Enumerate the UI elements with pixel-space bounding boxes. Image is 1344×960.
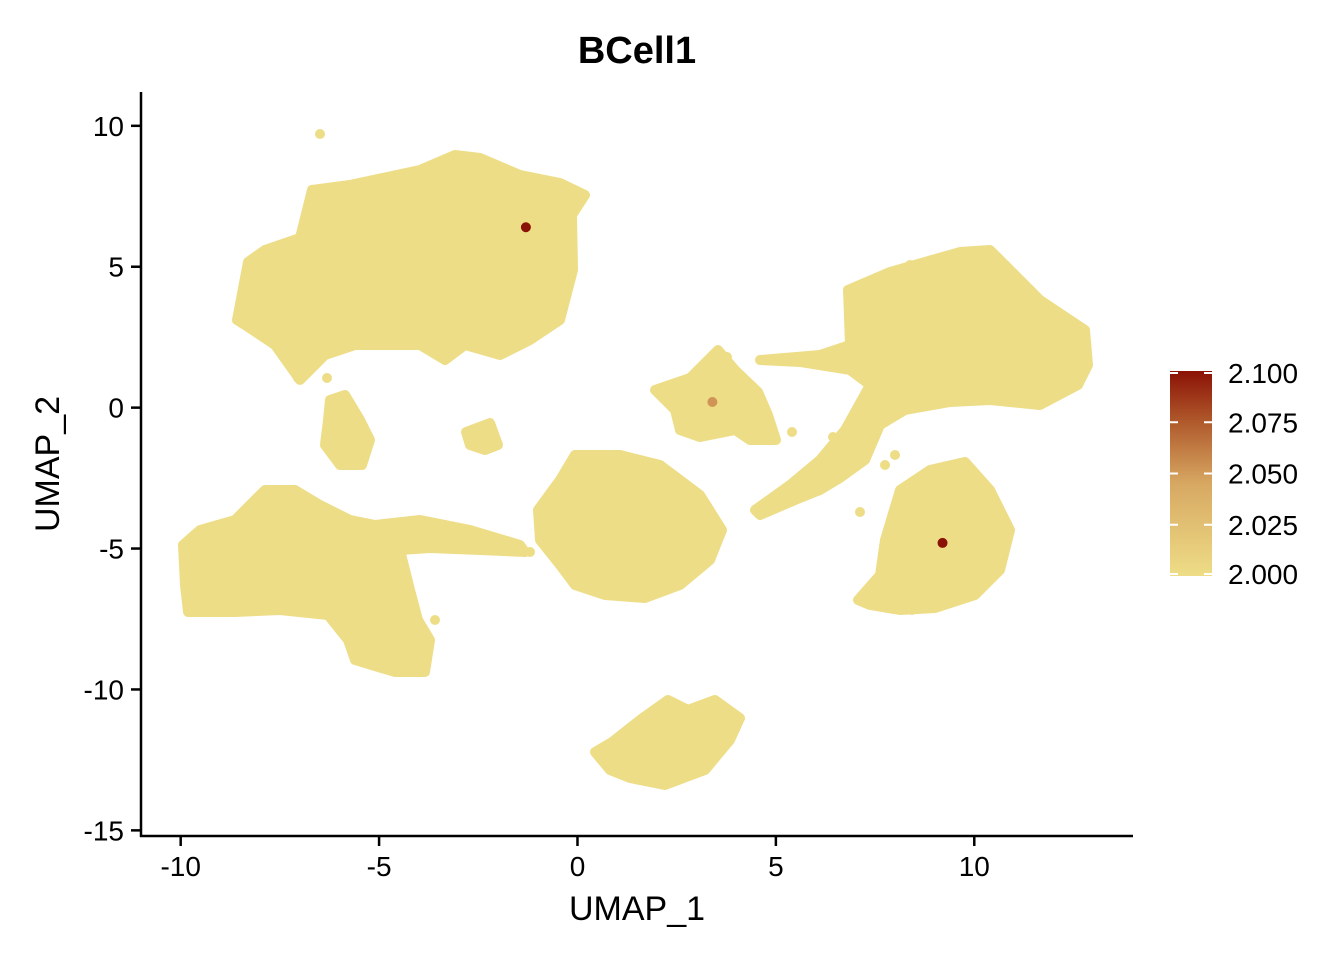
x-tick-label: -5 <box>367 851 392 882</box>
chart-title: BCell1 <box>578 30 696 72</box>
y-axis-label: UMAP_2 <box>29 396 67 532</box>
cell-cluster <box>178 485 530 677</box>
colorbar-legend: 2.000 2.025 2.050 2.075 2.100 <box>1170 358 1298 590</box>
highlighted-cell-point <box>707 397 718 407</box>
highlighted-cell-point <box>520 222 531 233</box>
x-axis: -10 -5 0 5 10 <box>140 834 1133 882</box>
x-tick-label: 5 <box>768 851 784 882</box>
cell-point <box>907 605 917 615</box>
cell-point <box>322 373 332 383</box>
colorbar-tick-label: 2.025 <box>1228 510 1298 541</box>
cell-point <box>880 460 890 470</box>
cell-cluster <box>853 457 1015 615</box>
cell-point <box>525 547 535 557</box>
highlighted-cells <box>520 222 948 548</box>
colorbar-tick-label: 2.000 <box>1228 559 1298 590</box>
cell-point <box>803 353 813 363</box>
cell-cluster <box>590 695 745 790</box>
y-tick-label: 0 <box>108 393 124 424</box>
cell-point <box>905 260 915 270</box>
cell-point <box>315 129 325 139</box>
cell-cluster <box>650 345 781 445</box>
colorbar-tick-label: 2.050 <box>1228 459 1298 490</box>
y-axis: -15 -10 -5 0 5 10 <box>84 92 143 846</box>
y-tick-label: -15 <box>84 815 124 846</box>
cell-point <box>430 615 440 625</box>
cell-cluster <box>750 245 1093 520</box>
cell-point <box>475 540 485 550</box>
cell-cluster <box>232 150 590 385</box>
x-axis-label: UMAP_1 <box>569 890 705 928</box>
cell-point <box>348 185 358 195</box>
colorbar-tick-label: 2.100 <box>1228 358 1298 389</box>
cell-cluster <box>533 450 727 603</box>
cell-cluster <box>320 390 375 470</box>
cell-point <box>890 450 900 460</box>
y-tick-label: 10 <box>93 111 124 142</box>
cell-point <box>567 205 577 215</box>
x-tick-label: -10 <box>160 851 200 882</box>
cell-clusters <box>178 129 1093 790</box>
cell-point <box>722 352 732 362</box>
highlighted-cell-point <box>937 537 948 548</box>
cell-point <box>787 427 797 437</box>
cell-point <box>293 373 303 383</box>
y-tick-label: -10 <box>84 674 124 705</box>
cell-point <box>332 415 342 425</box>
y-tick-label: 5 <box>108 252 124 283</box>
cell-cluster <box>461 418 503 455</box>
colorbar-tick-label: 2.075 <box>1228 407 1298 438</box>
x-tick-label: 0 <box>570 851 586 882</box>
x-tick-label: 10 <box>959 851 990 882</box>
cell-point <box>828 432 838 442</box>
y-tick-label: -5 <box>99 534 124 565</box>
cell-point <box>855 507 865 517</box>
